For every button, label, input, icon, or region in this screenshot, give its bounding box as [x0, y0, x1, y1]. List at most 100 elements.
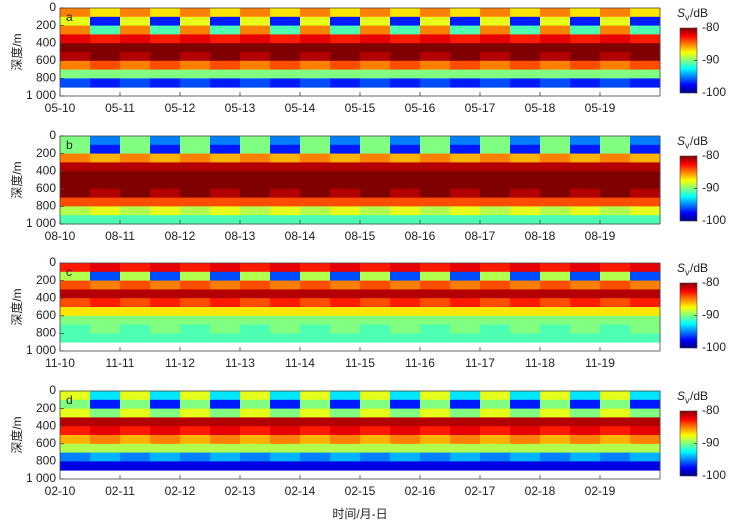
cell [90, 215, 121, 225]
cell [240, 435, 271, 445]
cell [60, 435, 91, 445]
cell [210, 435, 241, 445]
cell [120, 78, 151, 88]
y-axis-label: 深度/m [9, 416, 24, 453]
cell [630, 215, 661, 225]
cell [480, 43, 511, 53]
cell [120, 153, 151, 163]
cell [600, 144, 631, 154]
cell [330, 435, 361, 445]
cell [630, 197, 661, 207]
cell [90, 289, 121, 299]
cell [420, 289, 451, 299]
x-tick-label: 02-19 [585, 484, 616, 498]
cell [540, 263, 571, 273]
cell [540, 417, 571, 427]
cell [390, 215, 421, 225]
cell [300, 461, 331, 471]
cell [510, 298, 541, 308]
cell [300, 25, 331, 35]
cell [510, 162, 541, 172]
cell [270, 43, 301, 53]
cell [570, 399, 601, 409]
cell [600, 206, 631, 216]
cell [510, 144, 541, 154]
cell [630, 333, 661, 343]
cell [150, 315, 181, 325]
cell [390, 144, 421, 154]
cell [480, 333, 511, 343]
cell [150, 52, 181, 62]
x-tick-label: 02-16 [405, 484, 436, 498]
cell [300, 333, 331, 343]
cell [570, 197, 601, 207]
cell [270, 136, 301, 146]
cell [120, 206, 151, 216]
cell [60, 78, 91, 88]
cell [510, 271, 541, 281]
cell [420, 452, 451, 462]
cell [270, 461, 301, 471]
cell [330, 188, 361, 198]
y-tick-label: 600 [36, 308, 56, 322]
cell [570, 136, 601, 146]
cell [630, 289, 661, 299]
cell [150, 307, 181, 317]
cell [570, 180, 601, 190]
cell [480, 443, 511, 453]
cell [270, 399, 301, 409]
cell [90, 391, 121, 401]
cell [450, 60, 481, 70]
x-tick-label: 05-11 [105, 101, 135, 115]
cell [240, 307, 271, 317]
x-tick-label: 08-18 [525, 229, 556, 243]
cell [480, 324, 511, 334]
cell [300, 78, 331, 88]
cell [120, 180, 151, 190]
cell [480, 188, 511, 198]
x-tick-label: 05-13 [225, 101, 256, 115]
cell [540, 197, 571, 207]
x-tick-label: 08-10 [45, 229, 76, 243]
x-tick-label: 05-12 [165, 101, 196, 115]
y-tick-label: 1 000 [26, 88, 56, 102]
cell [60, 43, 91, 53]
cell [510, 391, 541, 401]
cell [270, 34, 301, 44]
cell [570, 443, 601, 453]
cell [330, 324, 361, 334]
cell [210, 34, 241, 44]
cell [60, 307, 91, 317]
cell [570, 162, 601, 172]
cell [90, 8, 121, 18]
colorbar-tick-label: -90 [702, 181, 720, 195]
cell [210, 171, 241, 181]
cell [180, 43, 211, 53]
y-tick-label: 400 [36, 35, 56, 49]
cell [180, 399, 211, 409]
cell [600, 333, 631, 343]
cell [600, 324, 631, 334]
cell [600, 16, 631, 26]
cell [570, 52, 601, 62]
cell [540, 136, 571, 146]
cell [510, 417, 541, 427]
cell [90, 426, 121, 436]
cell [360, 435, 391, 445]
cell [570, 8, 601, 18]
cell [180, 298, 211, 308]
cell [420, 298, 451, 308]
cell [450, 180, 481, 190]
cell [360, 69, 391, 79]
cell [360, 16, 391, 26]
cell [270, 315, 301, 325]
cell [270, 25, 301, 35]
cell [630, 324, 661, 334]
cell [420, 162, 451, 172]
cell [420, 271, 451, 281]
cell [480, 16, 511, 26]
cell [240, 263, 271, 273]
cell [420, 215, 451, 225]
cell [510, 188, 541, 198]
cell [360, 162, 391, 172]
